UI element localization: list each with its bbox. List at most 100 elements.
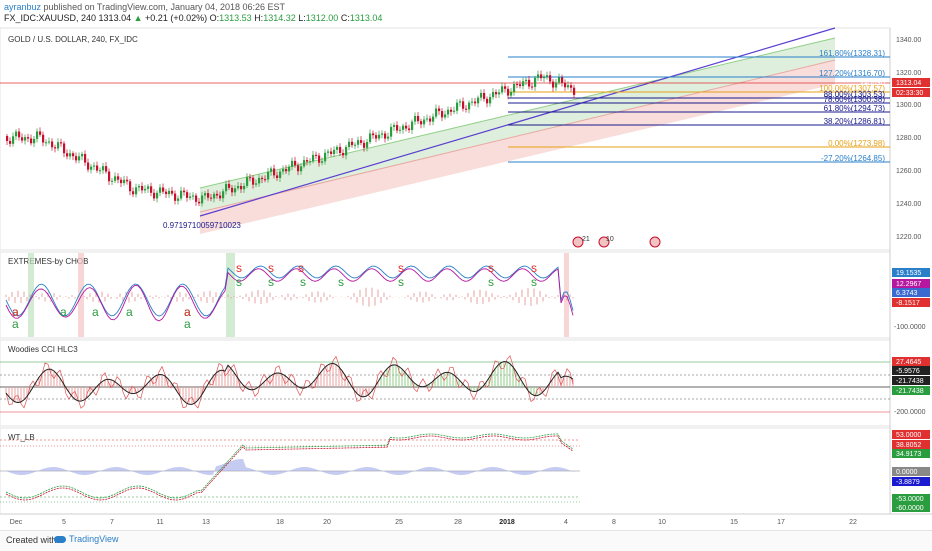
candle-body [90,166,93,170]
value-tag [892,298,930,307]
fib-level-label: 127.20%(1316.70) [819,69,885,78]
candle-body [465,108,468,110]
candle-body [504,86,507,89]
extremes-highlight [78,253,84,337]
value-tag [892,376,930,385]
candle-body [510,92,513,96]
cci-axis-label: -200.0000 [894,409,926,416]
candle-body [117,176,120,180]
candle-body [177,198,180,201]
current-price-text: 1313.04 [896,80,921,87]
open-value: 1313.53 [219,13,252,23]
chart-area[interactable]: 161.80%(1328.31) 127.20%(1316.70) 100.00%(… [0,26,932,526]
open-label: O: [209,13,220,23]
value-tag-text: -8.1517 [896,300,920,307]
candle-body [432,116,435,122]
candle-body [171,190,174,194]
price-tick: 1300.00 [896,102,921,109]
candle-body [489,97,492,104]
candle-body [348,141,351,147]
chart-svg[interactable]: 161.80%(1328.31)127.20%(1316.70)100.00%(… [0,26,932,526]
flag-icon [598,236,610,248]
value-tag-text: -3.8879 [896,479,920,486]
candle-body [180,190,183,199]
candle-body [174,193,177,201]
value-tag [892,440,930,449]
candle-body [528,79,531,87]
candle-body [30,138,33,144]
marker-s: s [531,275,537,289]
fib-level-label: 88.00%(1303.53) [824,90,886,99]
candle-body [108,171,111,182]
candle-body [147,186,150,189]
candle-body [306,160,309,162]
marker-s: s [236,261,242,275]
candle-body [72,153,75,157]
value-tag-text: -60.0000 [896,505,924,512]
extremes-line-slow [5,268,574,322]
symbol-tag-text: XAUUSD [860,81,886,87]
candle-body [423,119,426,125]
candle-body [324,152,327,162]
marker-s: s [338,275,344,289]
tradingview-logo[interactable]: TradingView [54,534,119,544]
candle-body [99,170,102,172]
cci-value-tags: 27.4645 -5.9576 -21.7438 -21.7438 [892,357,930,395]
time-tag [892,88,930,97]
candle-body [453,110,456,112]
cloud-icon [54,535,66,543]
candle-body [126,179,129,182]
candle-body [459,101,462,103]
candle-body [321,161,324,163]
marker-s: s [488,275,494,289]
publish-info: published on TradingView.com, January 04… [43,2,286,12]
candle-body [486,98,489,104]
candle-body [339,146,342,153]
price-tick: 1240.00 [896,201,921,208]
marker-a: a [126,305,133,319]
price-tick: 1320.00 [896,70,921,77]
marker-s: s [300,275,306,289]
candle-body [213,193,216,199]
time-tick: 17 [777,519,785,526]
candle-body [375,135,378,139]
brand-label: TradingView [69,534,119,544]
extremes-pane-frame [0,251,891,339]
candle-body [357,140,360,145]
marker-a: a [12,305,19,319]
time-axis: Dec 5 7 11 13 18 20 25 28 2018 4 8 10 15 17 22 [10,519,857,526]
candle-body [345,146,348,156]
candle-body [210,197,213,199]
footer: Created with TradingView [0,530,932,551]
marker-s: s [398,275,404,289]
value-tag [892,366,930,375]
candle-body [411,121,414,130]
candle-body [192,195,195,197]
candle-body [438,108,441,112]
candle-body [513,84,516,93]
candle-body [561,77,564,83]
value-tag [892,268,930,277]
candle-body [102,166,105,171]
fib-labels: 161.80%(1328.31) 127.20%(1316.70) 100.00%(… [819,49,885,163]
candle-body [186,192,189,198]
candle-body [96,165,99,171]
channel-bottom-line [199,27,836,217]
close-label: C: [340,13,350,23]
candle-body [555,82,558,88]
author-link[interactable]: ayranbuz [4,2,42,12]
candle-body [498,92,501,95]
candle-body [69,153,72,157]
candle-body [12,136,15,144]
candle-body [519,84,522,87]
candle-body [198,201,201,204]
wt-area [6,459,576,475]
event-markers[interactable]: 21 10 [572,236,661,248]
candle-body [393,125,396,127]
marker-a: a [184,305,191,319]
cci-pane-frame [0,339,891,427]
candle-body [135,187,138,195]
marker-a: a [92,305,99,319]
candle-body [360,140,363,143]
candle-body [228,183,231,188]
